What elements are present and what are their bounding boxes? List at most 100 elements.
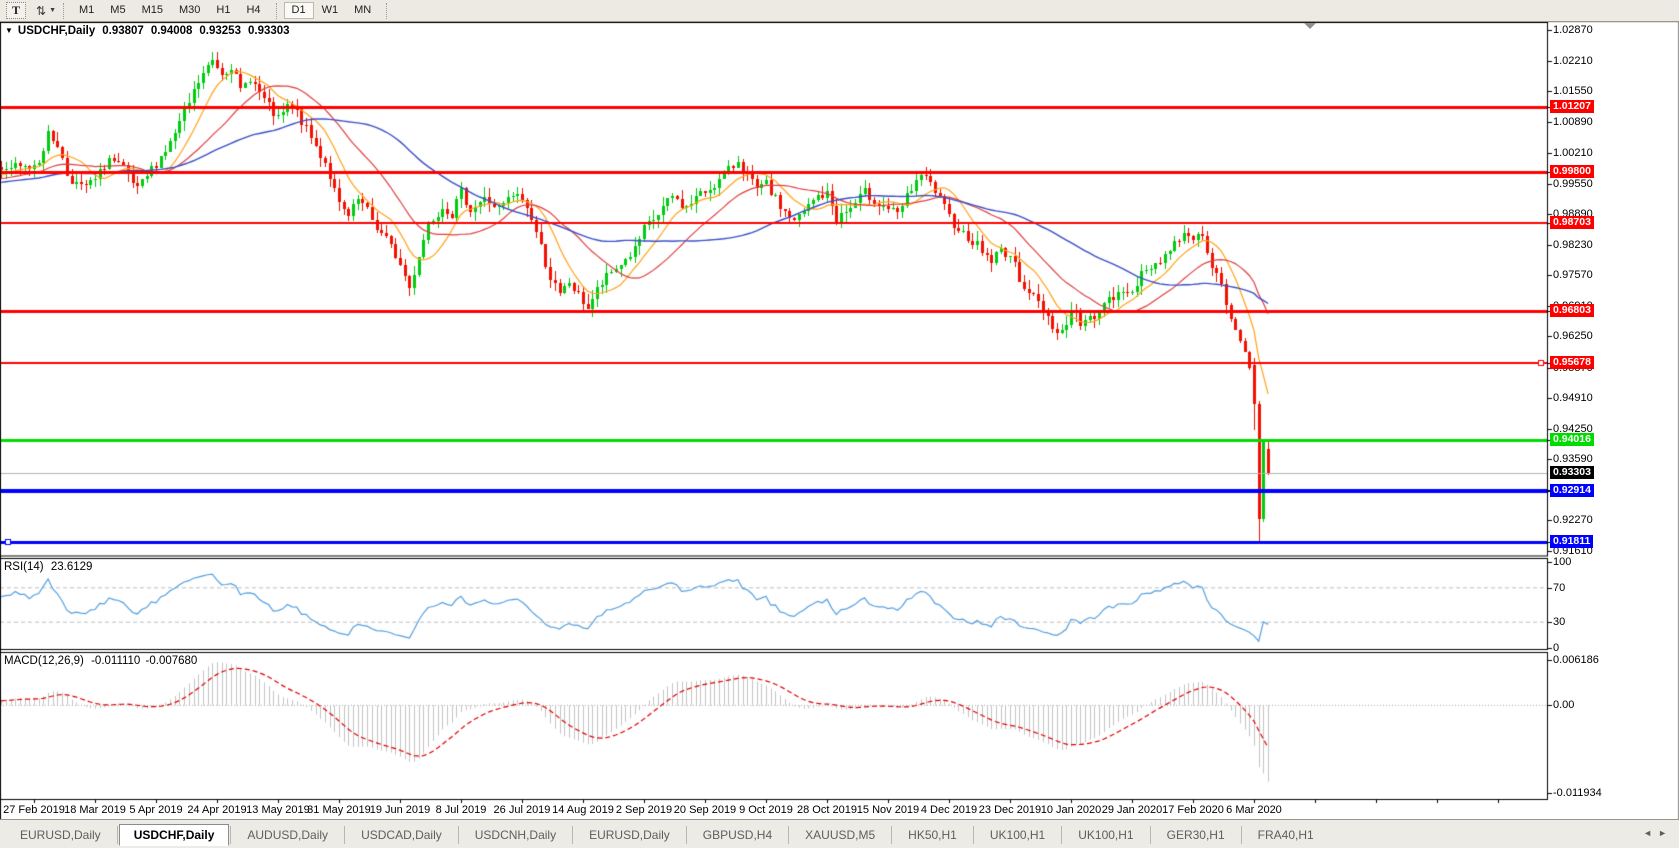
date-axis-label: 26 Jul 2019 bbox=[493, 804, 551, 816]
chart-tab-usdchf-daily[interactable]: USDCHF,Daily bbox=[118, 824, 230, 846]
timeframe-button-h1[interactable]: H1 bbox=[216, 4, 231, 16]
level-price-badge: 0.98703 bbox=[1550, 216, 1594, 229]
macd-axis-tick: 0.006186 bbox=[1553, 654, 1599, 666]
tab-separator bbox=[457, 825, 459, 844]
high-value: 0.94008 bbox=[150, 25, 193, 37]
rsi-axis-tick: 70 bbox=[1553, 581, 1566, 594]
price-axis-tick: 1.02210 bbox=[1553, 54, 1593, 67]
price-axis-tick: 0.98230 bbox=[1553, 238, 1593, 251]
level-price-badge: 0.99800 bbox=[1550, 165, 1594, 178]
tabs-scroll-left-icon[interactable]: ◄ bbox=[1643, 828, 1659, 838]
date-axis-label: 17 Feb 2020 bbox=[1162, 804, 1224, 816]
macd-indicator-label: MACD(12,26,9) -0.011110 -0.007680 bbox=[4, 655, 197, 667]
tab-separator bbox=[1149, 825, 1151, 844]
chart-tab-uk100-h1[interactable]: UK100,H1 bbox=[989, 828, 1046, 842]
tab-separator bbox=[788, 825, 790, 844]
price-axis-tick: 0.93590 bbox=[1553, 453, 1593, 466]
level-price-badge: 1.01207 bbox=[1550, 100, 1594, 113]
chart-tab-eurusd-daily[interactable]: EURUSD,Daily bbox=[20, 828, 101, 842]
timeframe-button-mn[interactable]: MN bbox=[354, 4, 372, 16]
rsi-indicator-label: RSI(14) 23.6129 bbox=[4, 561, 92, 573]
price-axis-tick: 0.94250 bbox=[1553, 422, 1593, 435]
chart-tab-usdcad-daily[interactable]: USDCAD,Daily bbox=[361, 828, 442, 842]
date-axis-label: 2 Sep 2019 bbox=[615, 804, 673, 816]
timeframe-bar: M1 M5 M15 M30 H1 H4 D1 W1 MN bbox=[71, 2, 394, 19]
price-axis-tick: 0.94910 bbox=[1553, 392, 1593, 405]
date-axis-label: 29 Jan 2020 bbox=[1101, 804, 1163, 816]
timeframe-button-w1[interactable]: W1 bbox=[321, 4, 339, 16]
chart-tab-xauusd-m5[interactable]: XAUUSD,M5 bbox=[805, 828, 876, 842]
macd-main-value: -0.011110 bbox=[91, 655, 141, 667]
date-axis-label: 14 Aug 2019 bbox=[552, 804, 614, 816]
toolbar-separator bbox=[386, 2, 388, 19]
date-axis-label: 10 Jan 2020 bbox=[1040, 804, 1102, 816]
chart-tab-audusd-daily[interactable]: AUDUSD,Daily bbox=[247, 828, 329, 842]
chart-shift-marker[interactable] bbox=[1304, 23, 1317, 29]
text-tool-button[interactable]: T bbox=[6, 2, 26, 19]
date-axis-label: 6 Mar 2020 bbox=[1226, 804, 1282, 816]
macd-signal-value: -0.007680 bbox=[145, 655, 198, 667]
chart-tab-hk50-h1[interactable]: HK50,H1 bbox=[908, 828, 957, 842]
price-axis-tick: 0.92270 bbox=[1553, 514, 1593, 527]
tab-separator bbox=[1061, 825, 1063, 844]
date-axis-label: 18 Mar 2019 bbox=[64, 804, 126, 816]
toolbar-separator bbox=[275, 2, 277, 19]
price-axis-tick: 0.99550 bbox=[1553, 177, 1593, 190]
tab-separator bbox=[116, 825, 118, 844]
chart-menu-caret-icon[interactable]: ▼ bbox=[5, 26, 13, 35]
rsi-axis-tick: 30 bbox=[1553, 616, 1566, 629]
rsi-label: RSI(14) bbox=[4, 561, 44, 573]
chevron-down-icon[interactable]: ▼ bbox=[49, 7, 56, 14]
timeframe-button-m30[interactable]: M30 bbox=[178, 4, 201, 16]
chart-tab-uk100-h1[interactable]: UK100,H1 bbox=[1078, 828, 1134, 842]
chart-tab-eurusd-daily[interactable]: EURUSD,Daily bbox=[589, 828, 670, 842]
open-value: 0.93807 bbox=[102, 25, 144, 37]
rsi-axis-tick: 100 bbox=[1553, 556, 1572, 568]
tab-separator bbox=[972, 825, 974, 844]
timeframe-button-m15[interactable]: M15 bbox=[141, 4, 163, 16]
chart-title: ▼ USDCHF,Daily 0.93807 0.94008 0.93253 0.9330… bbox=[5, 25, 290, 37]
tab-separator bbox=[230, 825, 232, 844]
chart-tab-ger30-h1[interactable]: GER30,H1 bbox=[1166, 828, 1225, 842]
level-price-badge: 0.96803 bbox=[1550, 304, 1594, 317]
price-axis-tick: 1.02870 bbox=[1553, 24, 1593, 36]
date-axis-label: 9 Oct 2019 bbox=[739, 804, 793, 816]
price-axis-tick: 0.97570 bbox=[1553, 269, 1593, 282]
price-axis-tick: 1.01550 bbox=[1553, 85, 1593, 98]
tabs-scroll-right-icon[interactable]: ► bbox=[1658, 828, 1673, 838]
close-value: 0.93303 bbox=[247, 25, 290, 37]
timeframe-button-m1[interactable]: M1 bbox=[79, 4, 95, 16]
chart-tab-usdcnh-daily[interactable]: USDCNH,Daily bbox=[474, 828, 557, 842]
date-axis-label: 24 Apr 2019 bbox=[187, 804, 247, 816]
date-axis-label: 20 Sep 2019 bbox=[673, 804, 737, 816]
date-axis-label: 5 Apr 2019 bbox=[129, 804, 183, 816]
date-axis-label: 28 Oct 2019 bbox=[797, 804, 857, 816]
chart-tabs: EURUSD,Daily USDCHF,Daily AUDUSD,Daily USDC… bbox=[5, 823, 1329, 846]
macd-axis-tick: -0.011934 bbox=[1553, 787, 1602, 799]
level-price-badge: 0.92914 bbox=[1550, 484, 1594, 497]
date-axis-label: 31 May 2019 bbox=[307, 804, 371, 816]
symbol-period-label: USDCHF,Daily bbox=[17, 25, 96, 37]
macd-axis-tick: 0.00 bbox=[1553, 699, 1575, 712]
timeframe-button-d1[interactable]: D1 bbox=[283, 2, 314, 19]
macd-label: MACD(12,26,9) bbox=[4, 655, 84, 667]
rsi-axis-tick: 0 bbox=[1553, 642, 1560, 654]
date-axis-label: 15 Nov 2019 bbox=[856, 804, 920, 816]
date-axis-label: 23 Dec 2019 bbox=[978, 804, 1042, 816]
sort-tool-icon[interactable]: ⇅ bbox=[36, 3, 47, 18]
date-axis-label: 13 May 2019 bbox=[246, 804, 310, 816]
tab-separator bbox=[891, 825, 893, 844]
toolbar: T ⇅ ▼ M1 M5 M15 M30 H1 H4 D1 W1 MN bbox=[0, 0, 1679, 22]
level-price-badge: 0.94016 bbox=[1550, 433, 1594, 446]
chart-tab-gbpusd-h4[interactable]: GBPUSD,H4 bbox=[702, 828, 773, 842]
bottom-tab-bar: EURUSD,Daily USDCHF,Daily AUDUSD,Daily USDC… bbox=[0, 819, 1679, 848]
price-axis-tick: 1.00210 bbox=[1553, 147, 1593, 160]
level-price-badge: 0.91811 bbox=[1550, 535, 1594, 548]
timeframe-button-m5[interactable]: M5 bbox=[110, 4, 126, 16]
timeframe-button-h4[interactable]: H4 bbox=[246, 4, 261, 16]
chart-tab-fra40-h1[interactable]: FRA40,H1 bbox=[1257, 828, 1314, 842]
date-axis-label: 27 Feb 2019 bbox=[3, 804, 65, 816]
price-axis-tick: 0.96250 bbox=[1553, 330, 1593, 343]
